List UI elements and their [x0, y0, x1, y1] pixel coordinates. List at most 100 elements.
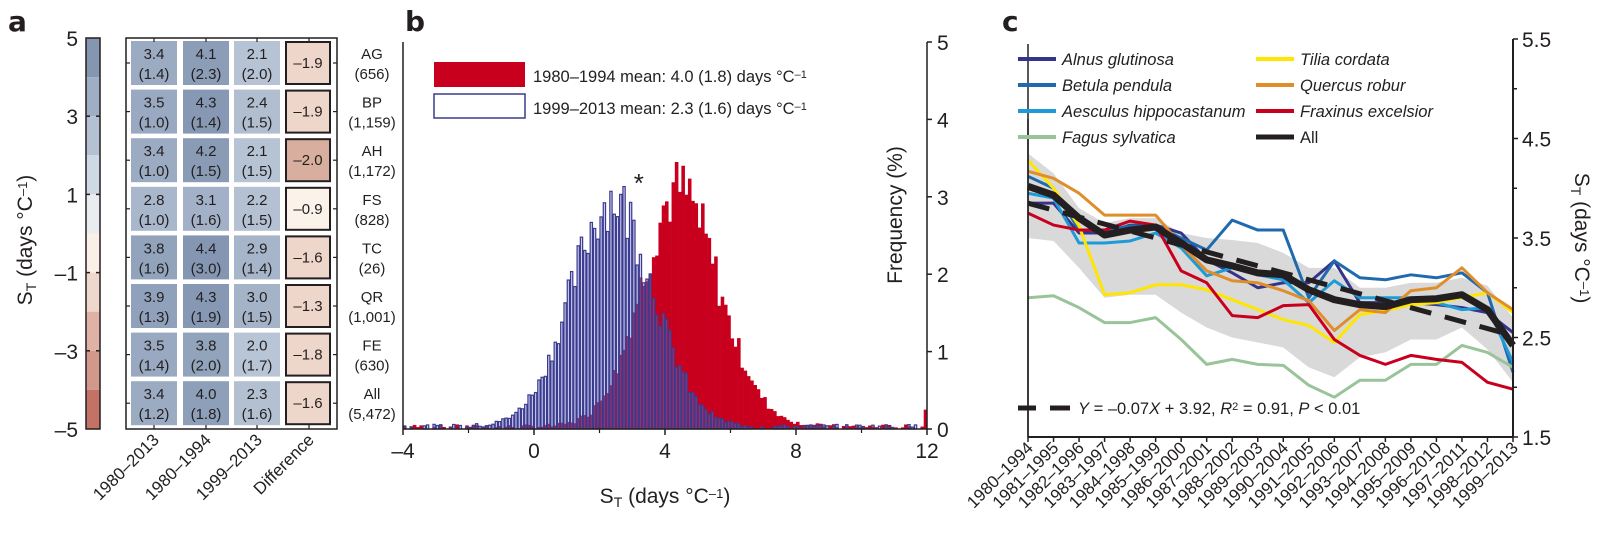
x-tick-label: 0: [528, 440, 540, 463]
legend-label: Quercus robur: [1300, 77, 1407, 95]
cell-sd: (1.6): [139, 260, 170, 277]
colorbar: [85, 37, 101, 430]
histogram-bar: [556, 422, 561, 429]
y-tick-label: 4: [937, 109, 949, 132]
histogram-bar: [592, 227, 597, 430]
trend-equation: Y = –0.07X + 3.92, R2 = 0.91, P < 0.01: [1018, 400, 1360, 418]
histogram-bar: [707, 237, 712, 429]
difference-value: –1.9: [293, 104, 322, 121]
histogram-bar: [655, 314, 659, 430]
cell-mean: 2.4: [247, 95, 268, 112]
histogram-bar: [481, 427, 486, 429]
histogram-bar: [517, 407, 521, 430]
histogram-bar: [589, 221, 594, 430]
histogram-bar: [664, 318, 669, 430]
histogram-bar: [704, 409, 708, 430]
heatmap-cell: [131, 186, 177, 231]
colorbar-band: [86, 272, 100, 312]
colorbar-tick-label: –1: [55, 263, 78, 286]
histogram-bar: [717, 305, 721, 429]
cell-sd: (1.6): [242, 406, 273, 423]
histogram-bar: [533, 391, 538, 430]
histogram-bar: [642, 285, 646, 429]
histogram-bar: [609, 190, 613, 430]
histogram-bar: [553, 341, 558, 430]
histogram-bar: [648, 274, 653, 429]
series-line-all: [1026, 182, 1516, 348]
colorbar-band: [86, 389, 100, 429]
heatmap-row: 3.4 (1.4) 4.1 (2.3) 2.1 (2.0) –1.9: [126, 41, 337, 85]
histogram-bar: [632, 219, 636, 430]
histogram-bar: [697, 227, 702, 429]
histogram-bar: [573, 423, 577, 429]
histogram-bar: [848, 426, 852, 429]
histogram-bar: [553, 425, 558, 429]
series-lines: [1026, 159, 1516, 399]
row-label-code: All: [364, 386, 381, 403]
row-label-count: (1,159): [348, 115, 396, 132]
range-band: [1028, 153, 1513, 383]
heatmap-row: 3.9 (1.3) 4.3 (1.9) 3.0 (1.5) –1.3: [126, 284, 337, 328]
cell-mean: 3.1: [196, 192, 217, 209]
heatmap-cell: [234, 89, 280, 134]
histogram-bar: [691, 391, 695, 430]
histogram-bar: [560, 321, 564, 430]
panel-a-heatmap: 531–1–3–5 ST (days °C–1) 3.4(1.4)4.1(2.3…: [14, 28, 396, 504]
histogram-bar: [475, 424, 479, 429]
histogram-bar: [579, 415, 584, 429]
cell-sd: (1.8): [191, 406, 222, 423]
histogram-bar: [537, 379, 541, 430]
histogram-bar: [854, 426, 859, 429]
histogram-bar: [638, 253, 643, 430]
histogram-bar: [632, 312, 636, 429]
panel-c-lines: 1980–19941981–19951982–19961983–19971984…: [963, 29, 1593, 512]
histogram-bar: [605, 230, 610, 430]
histogram-bar: [494, 420, 499, 430]
cell-sd: (2.3): [191, 66, 222, 83]
histogram-bar: [524, 403, 528, 430]
histogram-bar: [796, 421, 800, 429]
legend-label-main: 1980–1994 mean: 4.0 (1.8) days °C: [533, 68, 795, 86]
colorbar-band: [86, 350, 100, 390]
ylabel-s: S: [600, 485, 614, 508]
range-band-area: [1028, 153, 1513, 383]
histogram-bar: [484, 425, 489, 429]
cell-sd: (1.4): [242, 260, 273, 277]
heatmap-row: 3.4 (1.2) 4.0 (1.8) 2.3 (1.6) –1.6: [126, 381, 337, 426]
colorbar-band: [86, 233, 100, 273]
histogram-bar: [868, 425, 872, 429]
cell-sd: (1.5): [242, 115, 273, 132]
histogram-bar: [651, 297, 656, 430]
histogram-bar: [864, 427, 869, 429]
histogram-bar: [730, 421, 734, 430]
histogram-bar: [710, 263, 715, 429]
series-line-fagus-sylvatica: [1027, 294, 1514, 399]
heatmap-cell: [234, 381, 280, 426]
ylabel-s: S: [14, 291, 37, 305]
histogram-bar: [550, 426, 554, 429]
heatmap-cell: [131, 235, 177, 280]
heatmap-cell: [183, 235, 229, 280]
histogram-bar: [504, 426, 509, 429]
histogram-bar: [543, 424, 548, 429]
legend-label: Fagus sylvatica: [1062, 129, 1176, 147]
cell-mean: 2.9: [247, 240, 268, 257]
histogram-bar: [497, 425, 502, 429]
histogram-bar: [851, 425, 856, 429]
histogram-bar: [753, 385, 757, 429]
ylabel-close: ): [14, 175, 37, 182]
difference-cell: [285, 41, 331, 85]
y-axis-label: Frequency (%): [884, 146, 907, 284]
y-tick-label: 2: [937, 264, 949, 287]
y-tick-label: 3: [937, 187, 949, 210]
histogram-bar: [841, 425, 846, 429]
histogram-bar: [671, 347, 675, 430]
histogram-bar: [756, 389, 761, 429]
row-label-code: TC: [362, 240, 382, 257]
row-label-code: AG: [361, 46, 383, 63]
histogram-bar: [537, 426, 541, 429]
heatmap-cell: [234, 332, 280, 377]
histogram-bar: [881, 424, 885, 429]
cell-mean: 4.3: [196, 95, 217, 112]
row-label-code: BP: [362, 95, 382, 112]
